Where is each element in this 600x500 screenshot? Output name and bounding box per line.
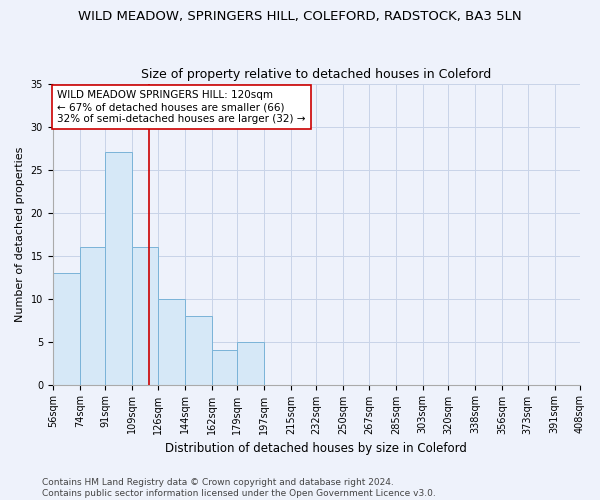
Text: Contains HM Land Registry data © Crown copyright and database right 2024.
Contai: Contains HM Land Registry data © Crown c… — [42, 478, 436, 498]
Bar — [53, 273, 80, 384]
Bar — [237, 342, 264, 384]
Bar — [80, 247, 105, 384]
Bar — [185, 316, 212, 384]
Bar — [132, 247, 158, 384]
Title: Size of property relative to detached houses in Coleford: Size of property relative to detached ho… — [141, 68, 491, 81]
Bar — [105, 152, 132, 384]
Bar — [158, 298, 185, 384]
Y-axis label: Number of detached properties: Number of detached properties — [15, 146, 25, 322]
Text: WILD MEADOW, SPRINGERS HILL, COLEFORD, RADSTOCK, BA3 5LN: WILD MEADOW, SPRINGERS HILL, COLEFORD, R… — [78, 10, 522, 23]
X-axis label: Distribution of detached houses by size in Coleford: Distribution of detached houses by size … — [166, 442, 467, 455]
Bar — [212, 350, 237, 384]
Text: WILD MEADOW SPRINGERS HILL: 120sqm
← 67% of detached houses are smaller (66)
32%: WILD MEADOW SPRINGERS HILL: 120sqm ← 67%… — [57, 90, 306, 124]
